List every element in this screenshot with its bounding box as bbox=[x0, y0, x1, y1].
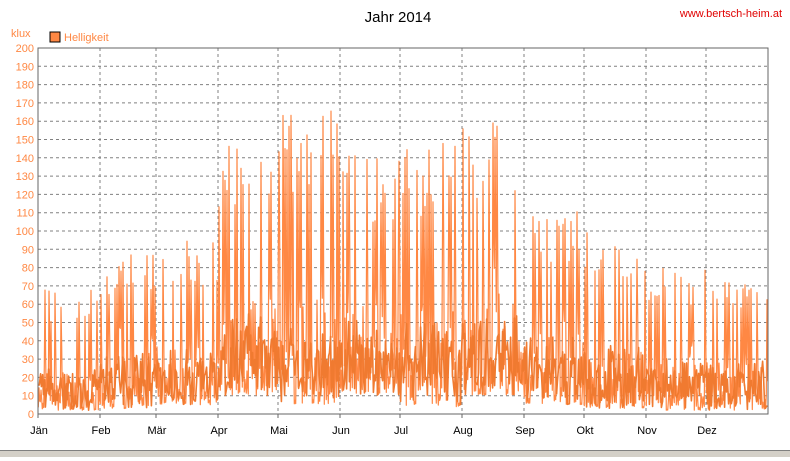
y-tick-label: 90 bbox=[22, 244, 34, 256]
y-tick-label: 10 bbox=[22, 391, 34, 403]
y-tick-label: 200 bbox=[16, 43, 34, 55]
y-tick-label: 170 bbox=[16, 98, 34, 110]
y-tick-label: 180 bbox=[16, 80, 34, 92]
x-tick-label: Mai bbox=[270, 425, 288, 437]
x-tick-label: Jul bbox=[394, 425, 408, 437]
y-tick-label: 140 bbox=[16, 153, 34, 165]
y-tick-label: 50 bbox=[22, 318, 34, 330]
x-tick-label: Sep bbox=[515, 425, 535, 437]
legend-swatch bbox=[49, 31, 61, 43]
status-strip bbox=[0, 450, 790, 457]
y-axis-label: klux bbox=[11, 28, 31, 40]
series-layer bbox=[37, 110, 769, 411]
y-tick-label: 160 bbox=[16, 116, 34, 128]
y-tick-label: 120 bbox=[16, 189, 34, 201]
x-tick-label: Dez bbox=[697, 425, 717, 437]
x-tick-label: Nov bbox=[637, 425, 657, 437]
y-tick-label: 0 bbox=[28, 409, 34, 421]
legend-label: Helligkeit bbox=[64, 32, 109, 44]
x-tick-labels: Jän Feb Mär Apr Mai Jun Jul Aug Sep Okt Nov Dez bbox=[30, 425, 717, 437]
x-tick-label: Apr bbox=[210, 425, 227, 437]
y-tick-label: 130 bbox=[16, 171, 34, 183]
grid-layer bbox=[37, 48, 768, 418]
series-line-helligkeit-low bbox=[37, 313, 768, 411]
legend: Helligkeit bbox=[49, 31, 109, 44]
x-tick-label: Jän bbox=[30, 425, 48, 437]
site-url-link[interactable]: www.bertsch-heim.at bbox=[679, 8, 782, 20]
chart-title: Jahr 2014 bbox=[365, 9, 432, 26]
y-tick-label: 80 bbox=[22, 263, 34, 275]
x-tick-label: Okt bbox=[576, 425, 593, 437]
y-tick-label: 20 bbox=[22, 372, 34, 384]
y-tick-label: 60 bbox=[22, 299, 34, 311]
x-tick-label: Aug bbox=[453, 425, 473, 437]
y-tick-label: 70 bbox=[22, 281, 34, 293]
y-tick-label: 190 bbox=[16, 61, 34, 73]
y-tick-label: 30 bbox=[22, 354, 34, 366]
y-tick-label: 40 bbox=[22, 336, 34, 348]
y-tick-label: 110 bbox=[16, 208, 34, 220]
y-tick-label: 100 bbox=[16, 226, 34, 238]
y-tick-label: 150 bbox=[16, 135, 34, 147]
x-tick-label: Jun bbox=[332, 425, 350, 437]
y-tick-labels: 0 10 20 30 40 50 60 70 80 90 100 110 120 130 140 150 160… bbox=[16, 43, 34, 421]
plot-border bbox=[37, 47, 769, 415]
x-tick-label: Mär bbox=[148, 425, 167, 437]
x-tick-label: Feb bbox=[92, 425, 111, 437]
